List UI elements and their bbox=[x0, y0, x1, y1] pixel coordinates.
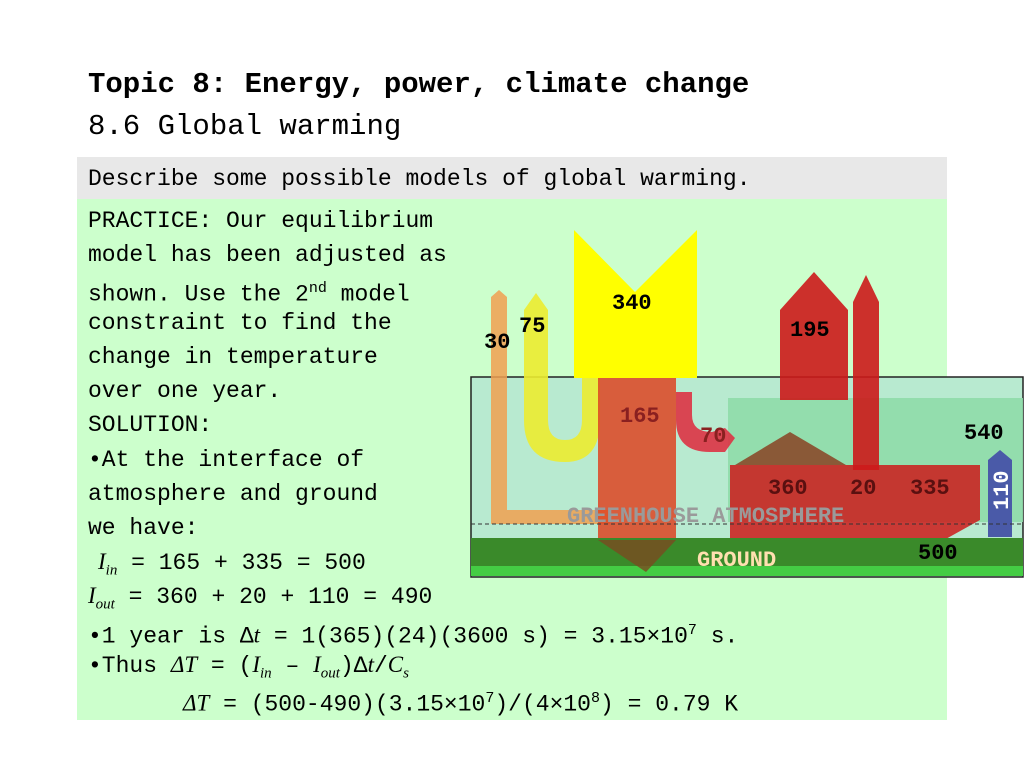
equation-thus: •Thus ΔT = (Iin – Iout)Δt/Cs bbox=[88, 652, 409, 682]
label-340: 340 bbox=[612, 291, 652, 316]
body-line-6: over one year. bbox=[88, 378, 282, 404]
ground-stripe bbox=[471, 566, 1023, 576]
label-500: 500 bbox=[918, 541, 958, 566]
body-line-5: change in temperature bbox=[88, 344, 378, 370]
atmosphere-label: GREENHOUSE ATMOSPHERE bbox=[567, 504, 844, 529]
flow-110-blue bbox=[988, 450, 1012, 537]
body-line-9: atmosphere and ground bbox=[88, 481, 378, 507]
flow-195-red bbox=[780, 272, 848, 400]
equation-year: •1 year is Δt = 1(365)(24)(3600 s) = 3.1… bbox=[88, 622, 739, 650]
flow-75-yellow bbox=[524, 293, 600, 462]
flow-30-orange bbox=[491, 290, 610, 524]
flow-up-red-2 bbox=[853, 275, 879, 470]
label-110: 110 bbox=[990, 470, 1015, 510]
solution-heading: SOLUTION: bbox=[88, 412, 213, 438]
label-30: 30 bbox=[484, 330, 510, 355]
body-line-2: model has been adjusted as bbox=[88, 242, 447, 268]
objective-text: Describe some possible models of global … bbox=[88, 166, 751, 192]
ground-strip bbox=[471, 538, 1023, 568]
body-line-3: shown. Use the 2nd model bbox=[88, 280, 410, 308]
ground-label: GROUND bbox=[697, 548, 776, 573]
body-line-4: constraint to find the bbox=[88, 310, 392, 336]
equation-final: ΔT = (500-490)(3.15×107)/(4×108) = 0.79 … bbox=[183, 690, 739, 718]
label-165: 165 bbox=[620, 404, 660, 429]
label-20: 20 bbox=[850, 476, 876, 501]
label-540: 540 bbox=[964, 421, 1004, 446]
ground-brown-tip bbox=[598, 540, 676, 572]
label-70: 70 bbox=[700, 424, 726, 449]
page-title: Topic 8: Energy, power, climate change bbox=[88, 68, 750, 101]
flow-360-20-335-red bbox=[730, 465, 980, 545]
equation-out: Iout = 360 + 20 + 110 = 490 bbox=[88, 583, 433, 613]
flow-brown bbox=[735, 432, 846, 465]
body-line-1: PRACTICE: Our equilibrium bbox=[88, 208, 434, 234]
label-335: 335 bbox=[910, 476, 950, 501]
equation-in: Iin = 165 + 335 = 500 bbox=[98, 549, 366, 579]
objective-bar: Describe some possible models of global … bbox=[77, 157, 947, 199]
page-subtitle: 8.6 Global warming bbox=[88, 110, 402, 143]
label-360: 360 bbox=[768, 476, 808, 501]
label-195: 195 bbox=[790, 318, 830, 343]
label-75: 75 bbox=[519, 314, 545, 339]
body-line-10: we have: bbox=[88, 515, 199, 541]
flow-340-solar bbox=[574, 230, 697, 378]
body-line-8: •At the interface of bbox=[88, 447, 365, 473]
flow-70-red bbox=[676, 392, 735, 452]
